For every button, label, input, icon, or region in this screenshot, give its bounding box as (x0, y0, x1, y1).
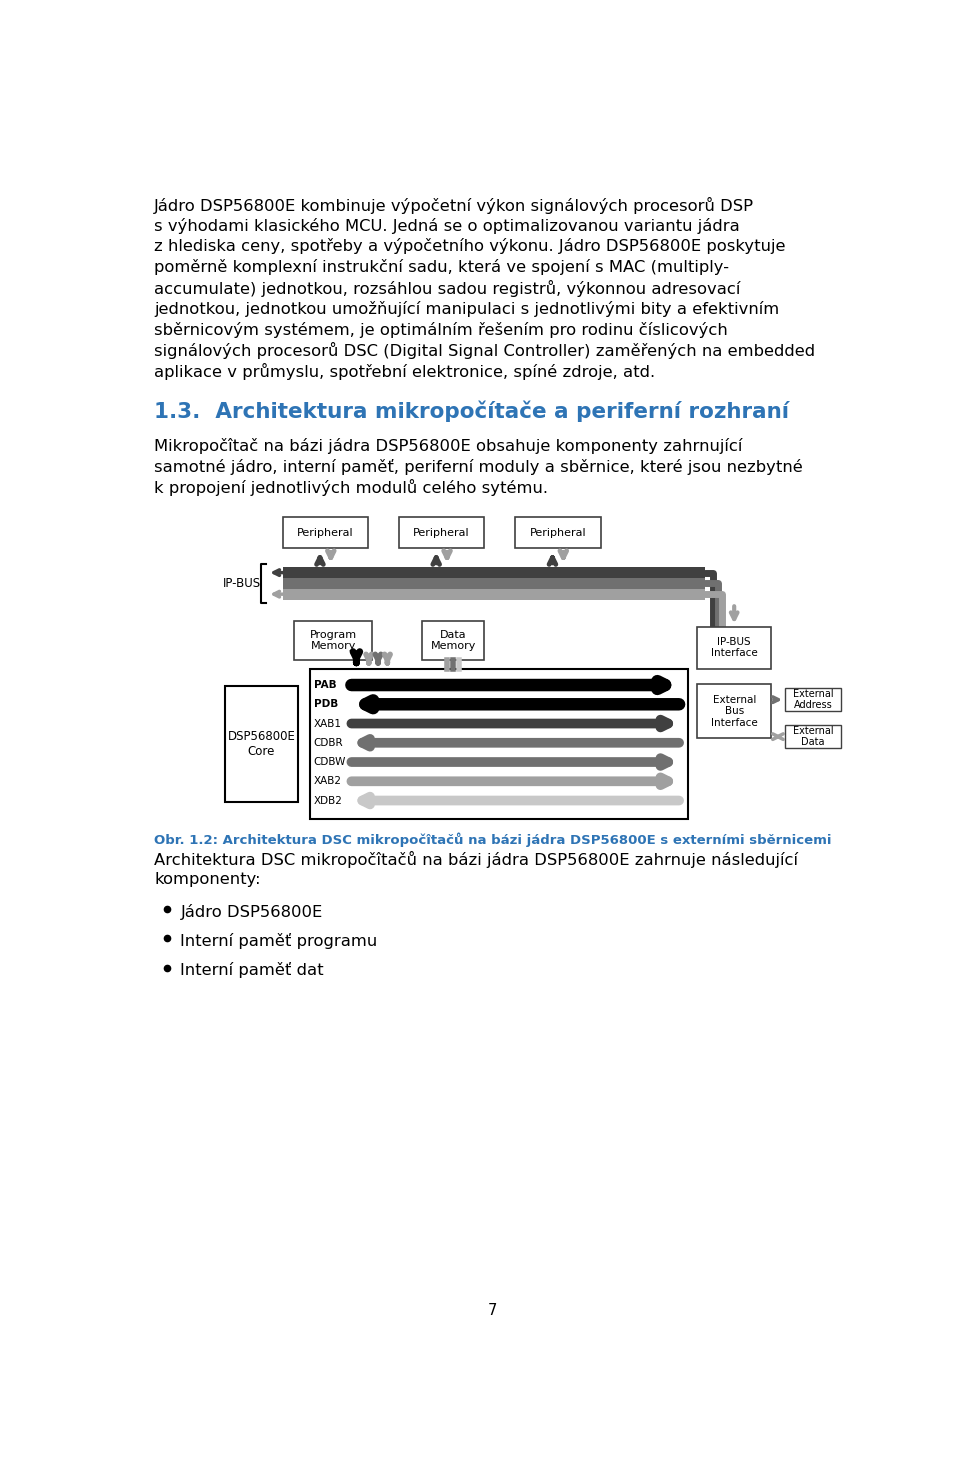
Text: DSP56800E
Core: DSP56800E Core (228, 730, 296, 758)
Bar (399, 517, 484, 548)
Text: signálových procesorů DSC (Digital Signal Controller) zaměřených na embedded: signálových procesorů DSC (Digital Signa… (155, 342, 815, 360)
Bar (697, 626, 771, 669)
Text: z hlediska ceny, spotřeby a výpočetního výkonu. Jádro DSP56800E poskytuje: z hlediska ceny, spotřeby a výpočetního … (155, 238, 785, 255)
Text: PAB: PAB (314, 679, 336, 690)
Text: jednotkou, jednotkou umožňující manipulaci s jednotlivými bity a efektivním: jednotkou, jednotkou umožňující manipula… (155, 300, 780, 317)
Text: Peripheral: Peripheral (297, 527, 353, 537)
Text: XAB2: XAB2 (314, 777, 342, 786)
Text: accumulate) jednotkou, rozsáhlou sadou registrů, výkonnou adresovací: accumulate) jednotkou, rozsáhlou sadou r… (155, 280, 740, 297)
Text: PDB: PDB (314, 699, 338, 709)
Text: External
Address: External Address (793, 688, 833, 710)
Bar (516, 517, 601, 548)
Text: k propojení jednotlivých modulů celého sytému.: k propojení jednotlivých modulů celého s… (155, 480, 548, 496)
Text: Obr. 1.2: Architektura DSC mikropočîtačů na bázi jádra DSP56800E s externími sb: Obr. 1.2: Architektura DSC mikropočîtač… (155, 833, 831, 848)
Bar (283, 567, 706, 579)
Text: Interní paměť dat: Interní paměť dat (180, 962, 324, 978)
Bar (310, 669, 688, 818)
Text: 1.3.  Architektura mikropočítače a periferní rozhraní: 1.3. Architektura mikropočítače a perife… (155, 401, 789, 422)
Text: IP-BUS
Interface: IP-BUS Interface (710, 636, 757, 659)
Text: Architektura DSC mikropočîtačů na bázi jádra DSP56800E zahrnuje následující: Architektura DSC mikropočîtačů na bázi … (155, 851, 798, 869)
Text: CDBR: CDBR (314, 737, 344, 747)
Text: aplikace v průmyslu, spotřební elektronice, spíné zdroje, atd.: aplikace v průmyslu, spotřební elektroni… (155, 363, 656, 380)
Text: Program
Memory: Program Memory (309, 629, 357, 651)
Text: Jádro DSP56800E: Jádro DSP56800E (180, 904, 323, 919)
Text: XAB1: XAB1 (314, 718, 342, 728)
Text: komponenty:: komponenty: (155, 872, 260, 887)
Text: 7: 7 (488, 1304, 496, 1319)
Text: poměrně komplexní instrukční sadu, která ve spojení s MAC (multiply-: poměrně komplexní instrukční sadu, která… (155, 259, 729, 275)
Bar (422, 622, 484, 660)
Bar (225, 685, 299, 802)
Text: External
Bus
Interface: External Bus Interface (710, 694, 757, 728)
Text: samotné jádro, interní paměť, periferní moduly a sběrnice, které jsou nezbytné: samotné jádro, interní paměť, periferní … (155, 459, 803, 475)
Text: Data
Memory: Data Memory (431, 629, 476, 651)
Text: s výhodami klasického MCU. Jedná se o optimalizovanou variantu jádra: s výhodami klasického MCU. Jedná se o op… (155, 218, 740, 234)
Bar (785, 688, 841, 712)
Text: Jádro DSP56800E kombinuje výpočetní výkon signálových procesorů DSP: Jádro DSP56800E kombinuje výpočetní výko… (155, 197, 755, 215)
Bar (785, 725, 841, 749)
Text: XDB2: XDB2 (314, 796, 343, 805)
Text: CDBW: CDBW (314, 758, 347, 767)
Text: Peripheral: Peripheral (530, 527, 587, 537)
Text: Mikropočîtač na bázi jádra DSP56800E obsahuje komponenty zahrnující: Mikropočîtač na bázi jádra DSP56800E ob… (155, 438, 742, 454)
Bar (283, 517, 368, 548)
Text: IP-BUS: IP-BUS (223, 577, 261, 591)
Bar (283, 579, 706, 589)
Bar (295, 622, 372, 660)
Bar (697, 684, 771, 739)
Bar (283, 589, 706, 599)
Text: sběrnicovým systémem, je optimálním řešením pro rodinu číslicových: sběrnicovým systémem, je optimálním řeše… (155, 321, 728, 337)
Text: Interní paměť programu: Interní paměť programu (180, 932, 377, 949)
Text: External
Data: External Data (793, 725, 833, 747)
Text: Peripheral: Peripheral (414, 527, 470, 537)
